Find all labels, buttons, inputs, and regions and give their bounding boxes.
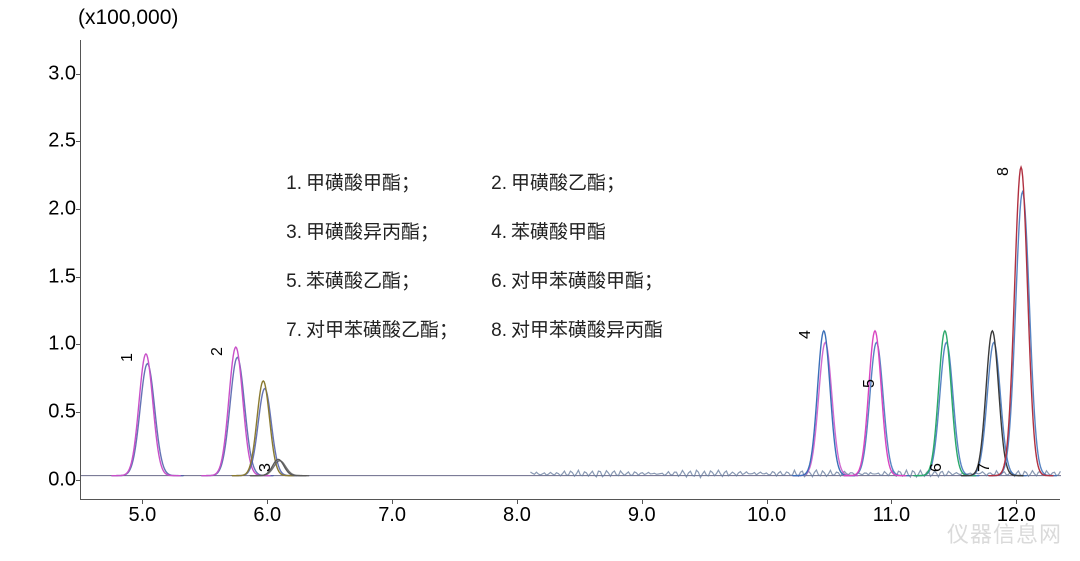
y-tick (76, 480, 80, 481)
peak-label-3: 3 (257, 463, 275, 472)
peak-label-7: 7 (976, 463, 994, 472)
x-tick-label: 10.0 (747, 504, 786, 527)
x-tick-label: 8.0 (503, 504, 531, 527)
legend-item-text: 对甲苯磺酸异丙酯 (511, 321, 663, 340)
legend-item-text: 苯磺酸甲酯 (511, 223, 606, 242)
legend-row: 1. 甲磺酸甲酯；2. 甲磺酸乙酯； (280, 174, 663, 193)
legend-item: 3. 甲磺酸异丙酯； (280, 223, 485, 242)
legend-item-num: 5. (280, 272, 302, 291)
legend-item: 2. 甲磺酸乙酯； (485, 174, 625, 193)
legend-item-text: 苯磺酸乙酯； (306, 272, 420, 291)
y-tick-label: 1.5 (48, 265, 76, 288)
legend-row: 3. 甲磺酸异丙酯；4. 苯磺酸甲酯 (280, 223, 663, 242)
y-tick (76, 141, 80, 142)
legend-item-num: 3. (280, 223, 302, 242)
x-tick-label: 9.0 (628, 504, 656, 527)
y-tick (76, 277, 80, 278)
legend-item-text: 甲磺酸乙酯； (511, 174, 625, 193)
legend-item: 1. 甲磺酸甲酯； (280, 174, 485, 193)
peak-label-4: 4 (797, 331, 815, 340)
legend-item-num: 4. (485, 223, 507, 242)
legend-item: 8. 对甲苯磺酸异丙酯 (485, 321, 663, 340)
chromatogram-chart: (x100,000) 1. 甲磺酸甲酯；2. 甲磺酸乙酯；3. 甲磺酸异丙酯；4… (0, 0, 1080, 561)
legend-item-num: 8. (485, 321, 507, 340)
y-tick-label: 3.0 (48, 62, 76, 85)
y-tick (76, 344, 80, 345)
legend-item: 4. 苯磺酸甲酯 (485, 223, 606, 242)
y-axis-multiplier-label: (x100,000) (78, 6, 178, 30)
x-tick-label: 6.0 (253, 504, 281, 527)
peak-label-1: 1 (119, 354, 137, 363)
y-tick-label: 2.0 (48, 198, 76, 221)
legend-item: 5. 苯磺酸乙酯； (280, 272, 485, 291)
x-tick-label: 12.0 (997, 504, 1036, 527)
legend-row: 5. 苯磺酸乙酯；6. 对甲苯磺酸甲酯； (280, 272, 663, 291)
peak-label-2: 2 (209, 347, 227, 356)
legend-row: 7. 对甲苯磺酸乙酯；8. 对甲苯磺酸异丙酯 (280, 321, 663, 340)
peak-label-6: 6 (928, 463, 946, 472)
y-tick (76, 74, 80, 75)
legend-item: 6. 对甲苯磺酸甲酯； (485, 272, 663, 291)
legend-item-num: 2. (485, 174, 507, 193)
legend-item: 7. 对甲苯磺酸乙酯； (280, 321, 485, 340)
y-tick-label: 2.5 (48, 130, 76, 153)
legend-item-text: 对甲苯磺酸乙酯； (306, 321, 458, 340)
y-tick (76, 412, 80, 413)
legend-item-num: 1. (280, 174, 302, 193)
y-tick-label: 0.0 (48, 468, 76, 491)
legend-item-text: 甲磺酸异丙酯； (306, 223, 439, 242)
x-tick-label: 7.0 (378, 504, 406, 527)
legend-item-text: 对甲苯磺酸甲酯； (511, 272, 663, 291)
legend: 1. 甲磺酸甲酯；2. 甲磺酸乙酯；3. 甲磺酸异丙酯；4. 苯磺酸甲酯5. 苯… (280, 174, 663, 370)
legend-item-text: 甲磺酸甲酯； (306, 174, 420, 193)
legend-item-num: 6. (485, 272, 507, 291)
x-tick-label: 11.0 (873, 504, 910, 527)
peak-label-5: 5 (861, 379, 879, 388)
y-tick-label: 0.5 (48, 401, 76, 424)
y-tick-label: 1.0 (48, 333, 76, 356)
legend-item-num: 7. (280, 321, 302, 340)
peak-label-8: 8 (995, 167, 1013, 176)
x-tick-label: 5.0 (129, 504, 157, 527)
y-tick (76, 209, 80, 210)
